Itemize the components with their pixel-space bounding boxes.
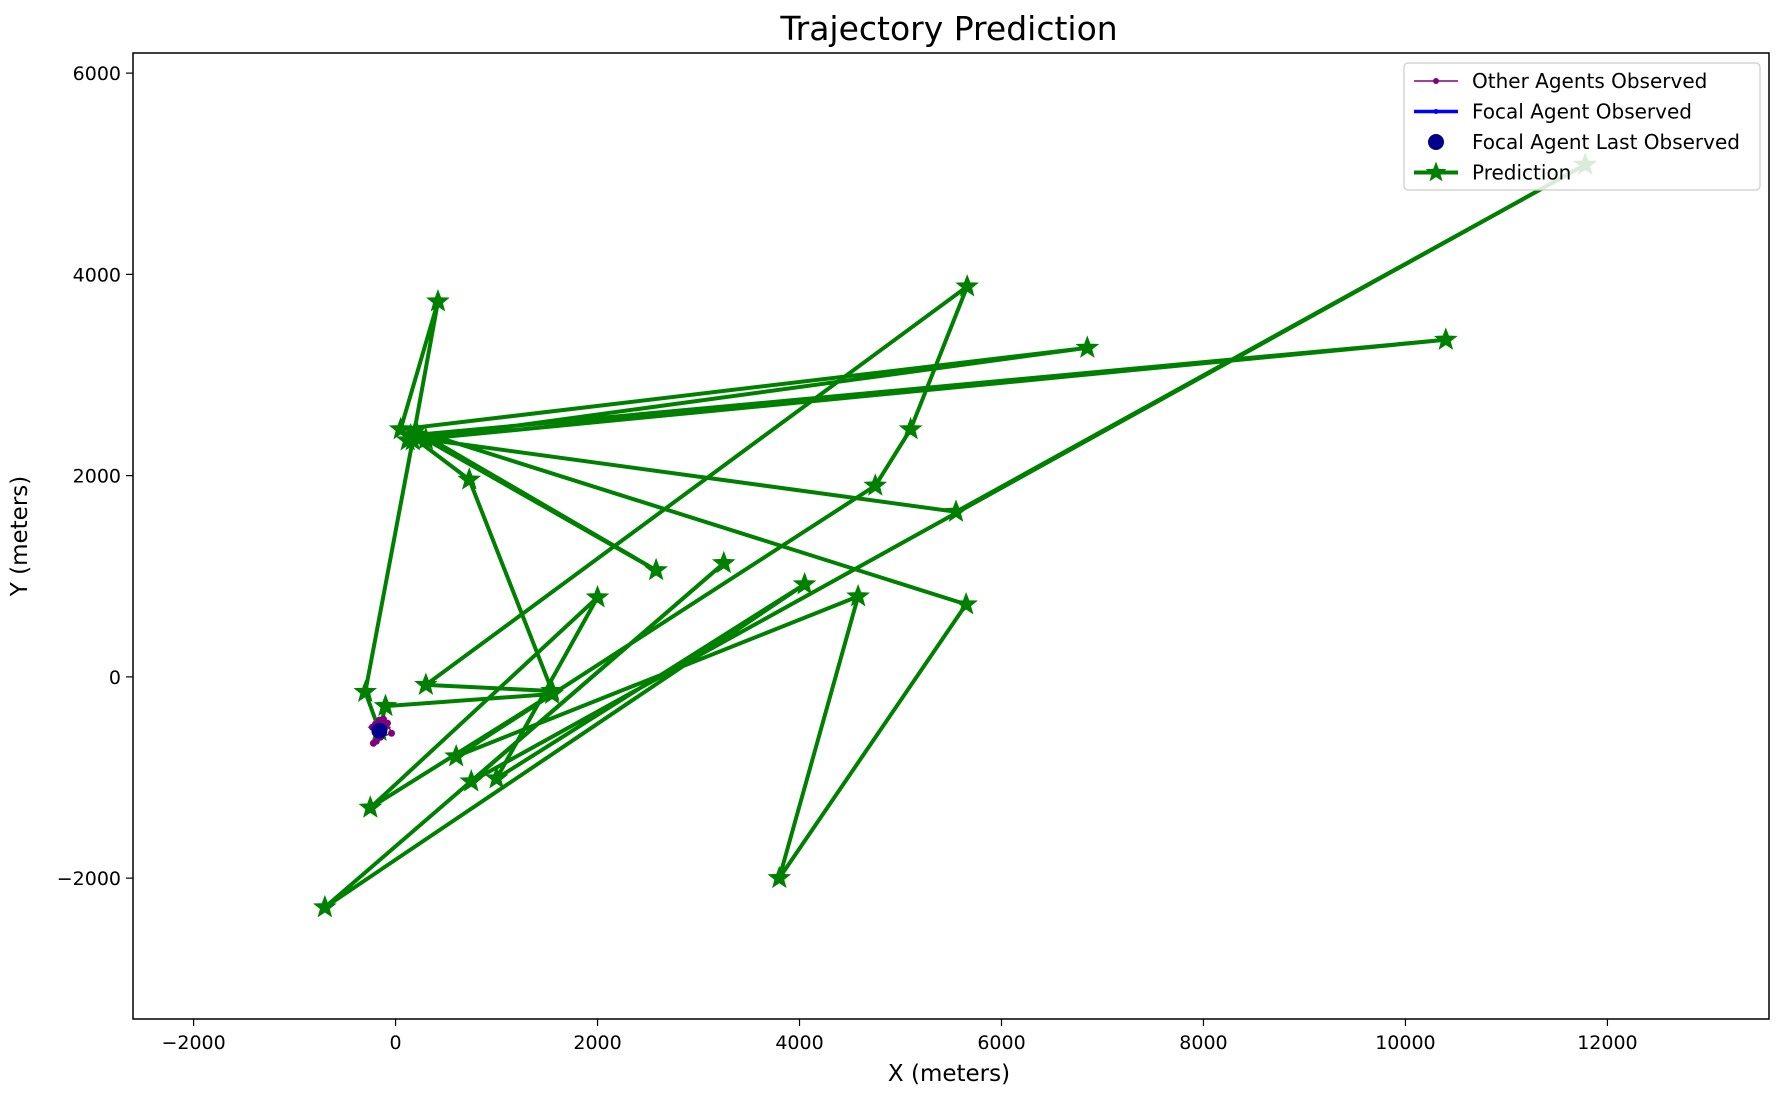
x-tick-label: 4000: [775, 1032, 823, 1054]
legend-marker-focal-observed: [1433, 109, 1439, 114]
prediction-point: [955, 274, 979, 297]
y-axis-ticks: −2000 0 2000 4000 6000: [57, 63, 133, 890]
prediction-point: [353, 679, 378, 703]
prediction-point: [792, 571, 817, 595]
prediction-point: [863, 473, 888, 496]
y-tick-label: 0: [109, 667, 121, 689]
plot-frame: [132, 52, 1770, 1020]
chart-title: Trajectory Prediction: [779, 9, 1117, 48]
x-tick-label: 0: [390, 1032, 402, 1054]
prediction-point: [585, 584, 610, 608]
series-layer: [313, 152, 1598, 918]
x-tick-label: −2000: [161, 1032, 225, 1054]
x-tick-label: 6000: [977, 1032, 1025, 1054]
legend-label: Focal Agent Observed: [1472, 100, 1692, 124]
prediction-point: [388, 416, 413, 440]
prediction-point: [313, 894, 337, 918]
y-tick-label: −2000: [57, 868, 121, 890]
y-tick-label: 6000: [73, 63, 121, 85]
x-tick-label: 8000: [1179, 1032, 1227, 1054]
legend-label: Focal Agent Last Observed: [1472, 130, 1740, 154]
y-tick-label: 2000: [73, 466, 121, 488]
prediction-point: [898, 416, 923, 440]
x-tick-label: 2000: [573, 1032, 621, 1054]
prediction-point: [457, 467, 482, 490]
prediction-point: [484, 766, 509, 789]
legend-marker-prediction: [1425, 161, 1447, 182]
prediction-point: [540, 681, 564, 705]
prediction-point: [414, 426, 438, 450]
legend-label: Prediction: [1472, 161, 1571, 185]
prediction-point: [373, 693, 398, 717]
legend-label: Other Agents Observed: [1472, 69, 1707, 93]
x-axis-label: X (meters): [888, 1061, 1010, 1087]
legend-marker-other-agents: [1433, 78, 1439, 84]
prediction-point: [358, 795, 383, 818]
prediction-point: [954, 591, 978, 615]
prediction-point: [459, 769, 484, 792]
prediction-point: [846, 583, 870, 607]
y-tick-label: 4000: [73, 264, 121, 286]
legend-marker-focal-last: [1428, 134, 1444, 150]
prediction-point: [414, 672, 438, 695]
legend: Other Agents Observed Focal Agent Observe…: [1403, 62, 1761, 191]
other-agents-point: [369, 739, 377, 747]
prediction-point: [711, 550, 736, 574]
y-axis-label: Y (meters): [7, 476, 33, 597]
x-tick-label: 12000: [1577, 1032, 1637, 1054]
prediction-point: [426, 289, 450, 312]
other-agents-point: [388, 729, 396, 737]
prediction-line: [322, 162, 1588, 910]
focal-last-observed-point: [371, 722, 388, 739]
x-axis-ticks: −2000 0 2000 4000 6000 8000 10000 12000: [161, 1019, 1638, 1054]
prediction-point: [767, 865, 792, 889]
prediction-point: [944, 499, 968, 522]
prediction-point: [1434, 327, 1458, 350]
legend-box: [1403, 62, 1761, 191]
prediction-point: [1075, 335, 1100, 358]
prediction-point: [644, 557, 668, 581]
x-tick-label: 10000: [1375, 1032, 1435, 1054]
prediction-point: [403, 417, 428, 441]
prediction-point: [444, 743, 468, 767]
